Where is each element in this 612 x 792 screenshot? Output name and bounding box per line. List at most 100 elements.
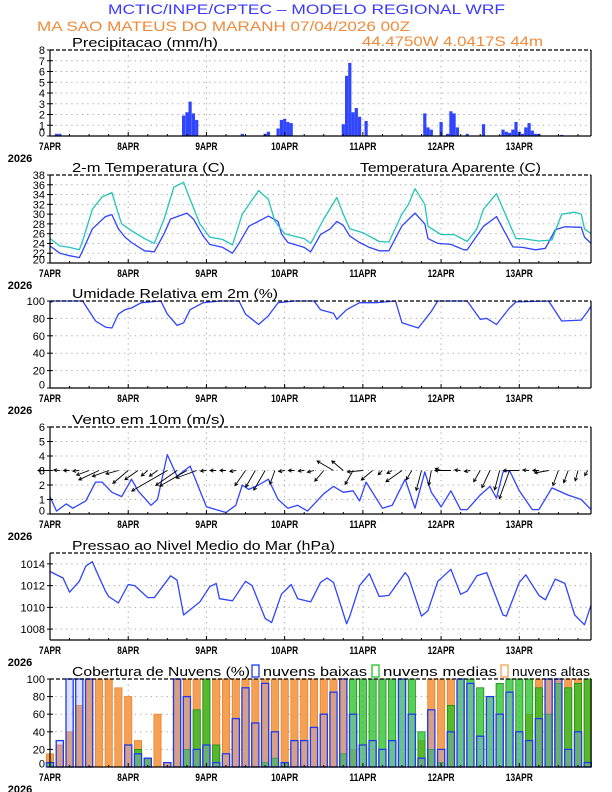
pressure-title: Pressao ao Nivel Medio do Mar (hPa)	[72, 538, 335, 553]
precip-title: Precipitacao (mm/h)	[72, 35, 218, 50]
wind-vector-arrow	[71, 468, 80, 473]
wind-vector-arrow	[148, 470, 158, 477]
y-tick-label: 1010	[21, 602, 45, 614]
low-cloud-bar	[378, 748, 387, 768]
y-tick-label: 28	[33, 219, 45, 231]
y-tick-label: 22	[33, 248, 45, 260]
wind-vector-arrow	[414, 470, 422, 492]
wind-vector-arrow	[175, 470, 197, 479]
precip-bar	[279, 119, 283, 136]
x-tick-label: 10APR	[271, 393, 298, 405]
x-tick-label: 12APR	[428, 393, 455, 405]
wind-vector-arrow	[584, 470, 589, 477]
low-cloud-bar	[573, 731, 583, 768]
low-cloud-bar	[75, 678, 84, 768]
low-cloud-bar	[172, 678, 182, 768]
wind-vector-arrow	[297, 468, 305, 473]
series-line	[49, 453, 592, 514]
mid-cloud-bar	[583, 678, 592, 768]
x-axis-year: 2026	[8, 405, 32, 417]
wind-vector-arrow	[331, 460, 344, 471]
x-tick-label: 13APR	[506, 268, 533, 280]
wind-vector-arrow	[209, 468, 217, 473]
x-tick-label: 13APR	[506, 393, 533, 405]
y-tick-label: 6	[39, 422, 45, 434]
low-cloud-bar	[515, 731, 524, 768]
x-tick-label: 7APR	[39, 772, 61, 784]
wind-vector-arrow	[377, 470, 383, 476]
low-cloud-bar	[456, 678, 465, 768]
low-cloud-bar	[544, 678, 553, 768]
wind-vector-arrow	[91, 470, 109, 478]
cloud-title: Cobertura de Nuvens (%)	[72, 664, 250, 679]
y-tick-label: 1008	[21, 624, 45, 636]
precip-bar	[58, 133, 62, 136]
wind-title: Vento em 10m (m/s)	[72, 412, 225, 427]
precip-bar	[514, 122, 518, 136]
wind-vector-arrow	[473, 470, 481, 483]
y-tick-label: 24	[33, 238, 45, 250]
high-cloud-bar	[280, 678, 289, 768]
precip-bar	[452, 113, 456, 136]
precip-bar	[530, 130, 534, 136]
precip-bar	[507, 132, 512, 136]
y-tick-label: 3	[39, 466, 45, 478]
x-tick-label: 11APR	[349, 393, 376, 405]
x-tick-label: 11APR	[349, 268, 376, 280]
y-tick-label: 60	[33, 709, 45, 721]
x-tick-label: 10APR	[271, 141, 298, 153]
header-station: MA SAO MATEUS DO MARANH 07/04/2026 00Z	[37, 18, 411, 34]
wind-vector-arrow	[287, 468, 295, 473]
x-tick-label: 12APR	[428, 268, 455, 280]
precip-bar	[276, 128, 280, 136]
y-tick-label: 36	[33, 180, 45, 192]
x-tick-label: 9APR	[195, 519, 217, 531]
precip-bar	[524, 127, 528, 136]
series-line	[49, 561, 592, 626]
precip-bar	[426, 127, 430, 136]
wind-vector-arrow	[268, 470, 276, 486]
low-cloud-bar	[427, 709, 436, 768]
low-cloud-bar	[329, 691, 338, 768]
x-tick-label: 9APR	[195, 141, 217, 153]
wind-vector-arrow	[140, 470, 149, 477]
precip-bar	[534, 133, 538, 136]
y-tick-label: 100	[27, 296, 45, 308]
y-tick-label: 8	[39, 45, 45, 57]
wind-vector-arrow	[124, 470, 139, 481]
low-cloud-bar	[505, 691, 514, 768]
wind-vector-arrow	[199, 468, 207, 473]
low-cloud-bar	[446, 731, 456, 768]
y-tick-label: 80	[33, 313, 45, 325]
x-tick-label: 10APR	[271, 519, 298, 531]
precip-bar	[439, 122, 443, 136]
precip-bar	[354, 108, 358, 136]
header-location: 44.4750W 4.0417S 44m	[362, 33, 543, 49]
x-axis-year: 2026	[8, 657, 32, 669]
y-tick-label: 0	[39, 128, 45, 140]
y-tick-label: 1	[39, 495, 45, 507]
low-cloud-bar	[251, 722, 260, 768]
y-tick-label: 30	[33, 209, 45, 221]
panel-3: 01 2 3 4 5 6 7APR 8APR 9APR 10APR 11APR 12APR 13APR 2…	[8, 422, 592, 543]
x-tick-label: 9APR	[195, 772, 217, 784]
low-cloud-bar	[290, 739, 299, 768]
x-tick-label: 11APR	[349, 141, 376, 153]
x-tick-label: 8APR	[117, 772, 139, 784]
x-tick-label: 13APR	[506, 519, 533, 531]
low-cloud-bar	[84, 678, 94, 768]
wind-vector-arrow	[427, 470, 432, 487]
precip-bar	[348, 62, 352, 136]
precip-bar	[429, 129, 433, 136]
header-title: MCTIC/INPE/CPTEC – MODELO REGIONAL WRF	[108, 1, 505, 17]
low-cloud-bar	[299, 739, 309, 768]
wind-vector-arrow	[405, 470, 413, 481]
panel-4: 1008 1010 1012 1014 7APR 8APR 9APR 10APR 11APR 12…	[8, 552, 592, 669]
high-cloud-bar	[114, 687, 123, 768]
precip-bar	[351, 112, 355, 136]
y-tick-label: 1012	[21, 581, 45, 593]
y-tick-label: 0	[39, 380, 45, 392]
